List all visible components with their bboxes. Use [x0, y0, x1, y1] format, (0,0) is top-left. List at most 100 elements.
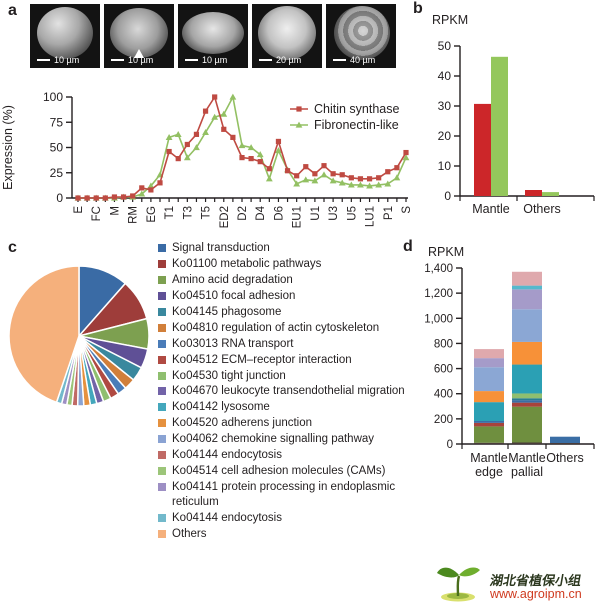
- legend-item: Ko03013 RNA transport: [158, 337, 410, 352]
- scale-bar: 10 µm: [185, 55, 227, 65]
- svg-text:EG: EG: [146, 206, 158, 223]
- legend-swatch: [158, 323, 166, 332]
- sem-micrograph: 10 µm: [30, 4, 100, 68]
- sem-specimen: [258, 6, 316, 60]
- svg-text:0: 0: [447, 439, 453, 451]
- legend-label: Ko04512 ECM–receptor interaction: [172, 353, 352, 366]
- legend-swatch: [158, 483, 166, 492]
- legend-item: Ko04520 adherens junction: [158, 416, 410, 431]
- legend-item: Ko01100 metabolic pathways: [158, 257, 410, 272]
- scale-bar-label: 10 µm: [128, 55, 154, 65]
- legend-swatch: [158, 419, 166, 428]
- svg-text:D2: D2: [237, 206, 249, 221]
- legend-item: Signal transduction: [158, 241, 410, 256]
- scale-bar-line: [37, 59, 50, 61]
- legend-label: Ko04514 cell adhesion molecules (CAMs): [172, 465, 386, 478]
- legend-item: Ko04514 cell adhesion molecules (CAMs): [158, 464, 410, 479]
- legend-swatch: [158, 291, 166, 300]
- legend-item: Ko04510 focal adhesion: [158, 289, 410, 304]
- legend-item: Amino acid degradation: [158, 273, 410, 288]
- svg-text:800: 800: [434, 338, 453, 350]
- svg-text:D6: D6: [273, 206, 285, 221]
- legend-label: Signal transduction: [172, 242, 270, 254]
- kegg-legend: Signal transduction Ko01100 metabolic pat…: [158, 241, 410, 543]
- panel-c-label: c: [8, 239, 17, 256]
- svg-text:50: 50: [50, 141, 64, 155]
- sem-micrograph-row: 10 µm 10 µm 10 µm 20 µm 40 µm: [30, 4, 396, 68]
- svg-text:25: 25: [50, 166, 64, 180]
- svg-text:0: 0: [56, 191, 63, 205]
- svg-text:LU1: LU1: [365, 206, 377, 227]
- scale-bar: 20 µm: [259, 55, 301, 65]
- legend-label: Ko04145 phagosome: [172, 305, 282, 318]
- legend-swatch: [158, 403, 166, 412]
- legend-swatch: [158, 451, 166, 460]
- legend-label: Ko04530 tight junction: [172, 369, 286, 382]
- svg-text:RPKM: RPKM: [432, 13, 468, 27]
- scale-bar: 10 µm: [111, 55, 153, 65]
- svg-text:100: 100: [43, 90, 63, 104]
- legend-item: Ko04145 phagosome: [158, 305, 410, 320]
- watermark: 湖北省植保小组 www.agroipm.cn: [436, 558, 600, 602]
- legend-label: Ko04062 chemokine signalling pathway: [172, 433, 375, 446]
- svg-text:M: M: [109, 206, 121, 216]
- legend-swatch: [158, 467, 166, 476]
- svg-text:20: 20: [438, 129, 452, 143]
- sem-specimen: [334, 6, 390, 60]
- scale-bar-label: 10 µm: [54, 55, 80, 65]
- sem-specimen: [37, 7, 93, 59]
- scale-bar-line: [333, 59, 346, 61]
- legend-label: Ko04810 regulation of actin cytoskeleton: [172, 321, 380, 334]
- scale-bar-line: [111, 59, 124, 61]
- watermark-url[interactable]: www.agroipm.cn: [490, 587, 582, 602]
- svg-text:D4: D4: [255, 205, 267, 220]
- scale-bar-label: 20 µm: [276, 55, 302, 65]
- svg-text:10: 10: [438, 159, 452, 173]
- svg-text:edge: edge: [475, 465, 503, 479]
- svg-text:40: 40: [438, 69, 452, 83]
- legend-label: Ko04520 adherens junction: [172, 417, 313, 430]
- rpkm-stacked-bar-chart: RPKM02004006008001,0001,2001,400Mantleed…: [424, 245, 595, 479]
- svg-text:T3: T3: [182, 206, 194, 219]
- legend-item: Ko04141 protein processing in endoplasmi…: [158, 480, 410, 510]
- sem-micrograph: 20 µm: [252, 4, 322, 68]
- svg-text:EU1: EU1: [292, 206, 304, 228]
- watermark-cn-text: 湖北省植保小组: [488, 572, 583, 588]
- rpkm-bar-chart: RPKM 0 10 20 30 40 50 Mantle Others: [432, 13, 595, 216]
- scale-bar-label: 40 µm: [350, 55, 376, 65]
- svg-text:400: 400: [434, 389, 453, 401]
- sem-micrograph: 10 µm: [178, 4, 248, 68]
- sem-micrograph: 40 µm: [326, 4, 396, 68]
- legend-item: Ko04142 lysosome: [158, 400, 410, 415]
- svg-text:600: 600: [434, 364, 453, 376]
- svg-text:S: S: [401, 206, 413, 214]
- svg-text:U3: U3: [328, 206, 340, 221]
- panel-d-label: d: [403, 238, 413, 255]
- svg-text:FC: FC: [91, 206, 103, 221]
- seedling-icon: [437, 567, 480, 602]
- panel-b-label: b: [413, 0, 423, 17]
- svg-text:Others: Others: [523, 202, 561, 216]
- svg-text:Mantle: Mantle: [472, 202, 510, 216]
- svg-text:30: 30: [438, 99, 452, 113]
- legend-swatch: [158, 244, 166, 252]
- legend-item: Ko04144 endocytosis: [158, 448, 410, 463]
- legend-label: Others: [172, 527, 207, 540]
- svg-text:U1: U1: [310, 206, 322, 221]
- svg-text:ED2: ED2: [219, 206, 231, 228]
- scale-bar: 40 µm: [333, 55, 375, 65]
- svg-text:1,200: 1,200: [424, 288, 453, 300]
- legend-swatch: [158, 387, 166, 396]
- legend-item: Ko04810 regulation of actin cytoskeleton: [158, 321, 410, 336]
- legend-item: Ko04144 endocytosis: [158, 511, 410, 526]
- panel-a-label: a: [8, 2, 17, 19]
- svg-text:Fibronectin-like: Fibronectin-like: [314, 118, 399, 132]
- legend-label: Ko01100 metabolic pathways: [172, 257, 322, 270]
- legend-swatch: [158, 259, 166, 268]
- legend-item: Others: [158, 527, 410, 542]
- svg-text:Expression (%): Expression (%): [1, 105, 15, 190]
- legend-swatch: [158, 513, 166, 522]
- legend-swatch: [158, 355, 166, 364]
- legend-item: Ko04512 ECM–receptor interaction: [158, 353, 410, 368]
